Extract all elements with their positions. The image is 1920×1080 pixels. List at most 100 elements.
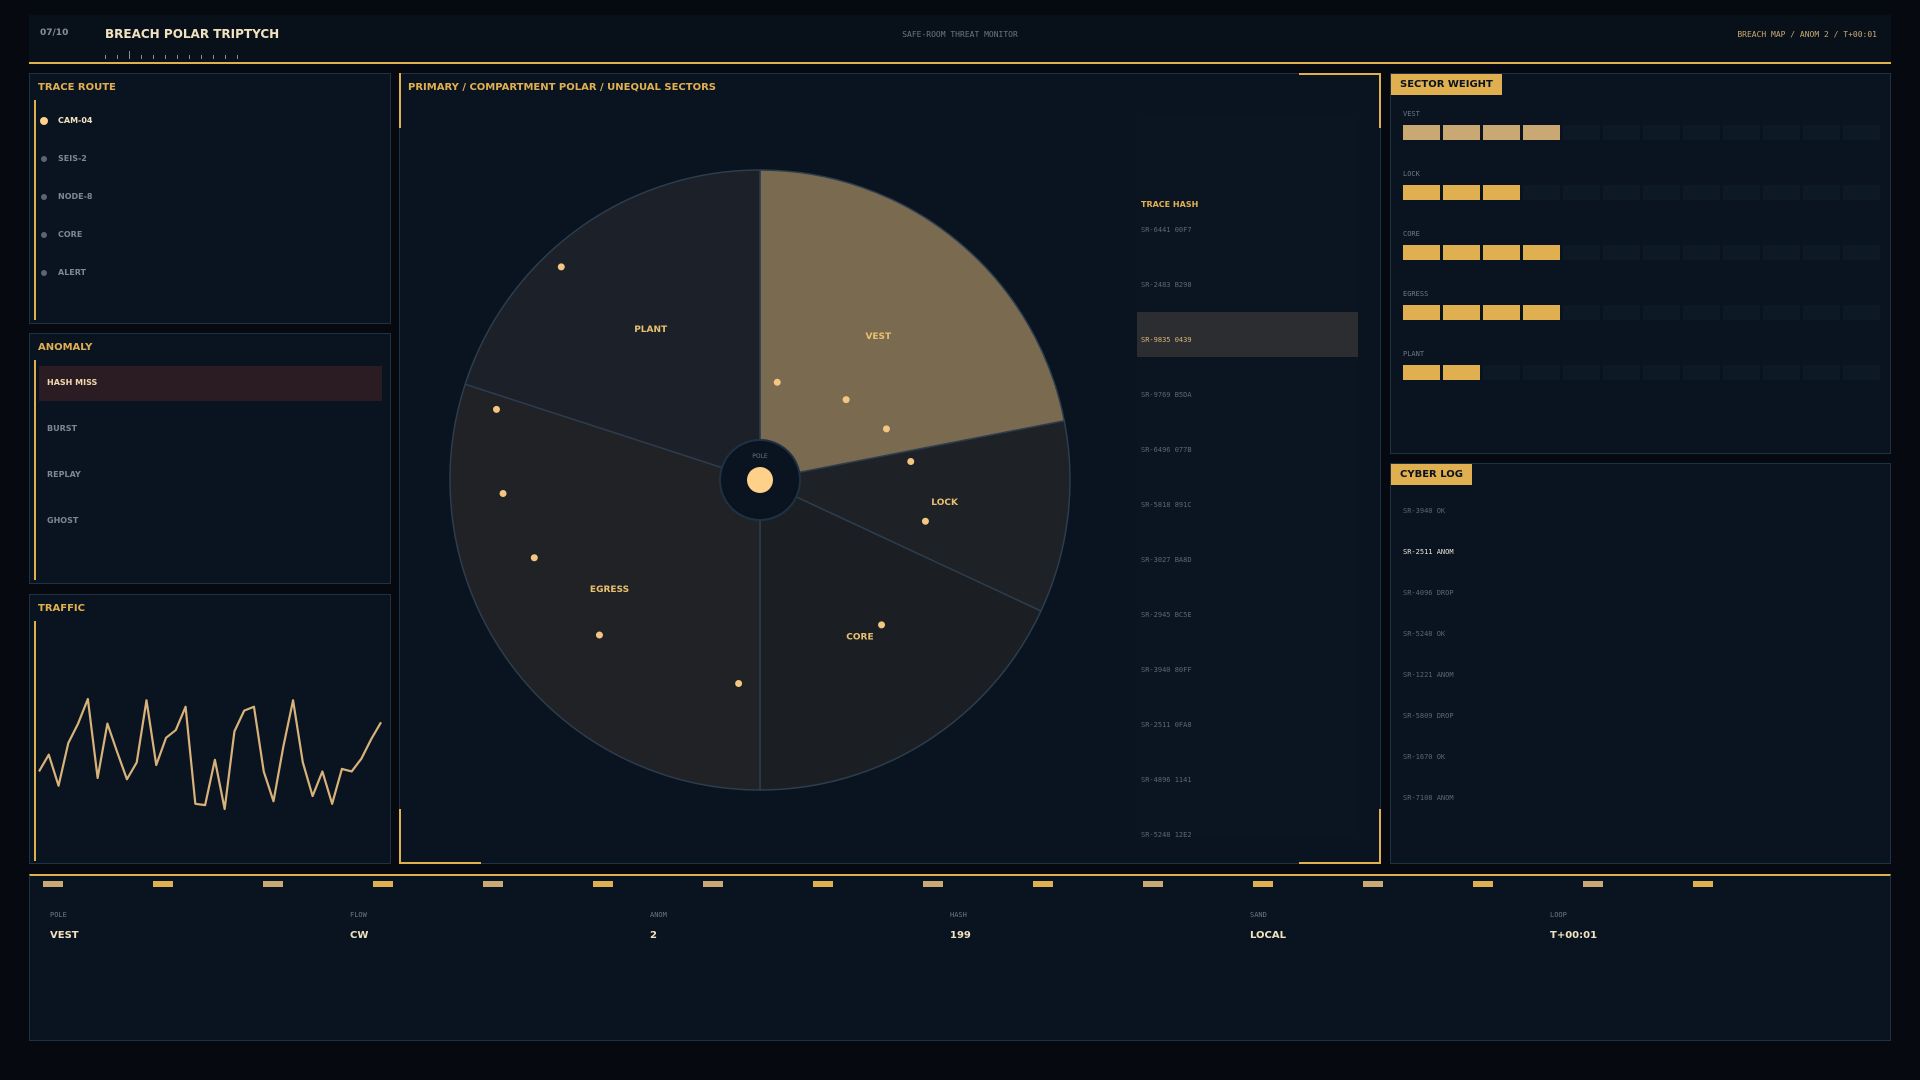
cell xyxy=(1483,185,1520,200)
stat-label: FLOW xyxy=(350,911,367,919)
cell-empty xyxy=(1563,305,1600,320)
cell-empty xyxy=(1603,305,1640,320)
cell-empty xyxy=(1843,305,1880,320)
cell xyxy=(1443,185,1480,200)
cell xyxy=(1483,305,1520,320)
ticker xyxy=(593,881,613,887)
sector-label: CORE xyxy=(846,632,873,642)
highlight-row xyxy=(39,366,382,401)
log-entry: SR-5809 DROP xyxy=(1403,712,1454,720)
panel-title: TRACE ROUTE xyxy=(38,82,116,93)
hash-item: SR-5818 891C xyxy=(1141,501,1192,509)
tick xyxy=(177,55,178,59)
stat-label: SAND xyxy=(1250,911,1267,919)
tick xyxy=(153,55,154,59)
tick xyxy=(165,55,166,59)
hash-item: SR-4896 1141 xyxy=(1141,776,1192,784)
point xyxy=(499,489,507,497)
ticker xyxy=(703,881,723,887)
cell-empty xyxy=(1803,305,1840,320)
list-title: TRACE HASH xyxy=(1141,200,1199,209)
point xyxy=(878,621,886,629)
sector-label: VEST xyxy=(865,332,892,342)
weight-label: LOCK xyxy=(1403,170,1420,178)
tick xyxy=(225,55,226,59)
tick xyxy=(129,51,130,59)
cell-empty xyxy=(1723,245,1760,260)
corner xyxy=(1299,862,1381,864)
corner xyxy=(399,862,481,864)
hash-item: SR-9769 B5DA xyxy=(1141,391,1192,399)
cell-empty xyxy=(1763,125,1800,140)
cell-empty xyxy=(1603,365,1640,380)
anomaly-label: HASH MISS xyxy=(47,378,98,387)
cell-empty xyxy=(1563,245,1600,260)
cell-empty xyxy=(1843,365,1880,380)
header-ticks xyxy=(105,51,295,59)
panel-title: CYBER LOG xyxy=(1391,464,1472,485)
anomaly-label: GHOST xyxy=(47,516,79,525)
cell-empty xyxy=(1683,125,1720,140)
sector-label: LOCK xyxy=(931,498,959,508)
cell xyxy=(1483,125,1520,140)
cell-empty xyxy=(1483,365,1520,380)
route-label: NODE-8 xyxy=(58,192,93,201)
stat-label: HASH xyxy=(950,911,967,919)
point xyxy=(773,378,781,386)
tick xyxy=(213,55,214,59)
sector-label: EGRESS xyxy=(590,585,629,595)
stat-value: T+00:01 xyxy=(1550,930,1598,941)
route-label: CORE xyxy=(58,230,83,239)
log-entry: SR-7108 ANOM xyxy=(1403,794,1454,802)
cell-empty xyxy=(1723,365,1760,380)
title: BREACH POLAR TRIPTYCH xyxy=(105,27,280,41)
ticker xyxy=(153,881,173,887)
ticker xyxy=(1363,881,1383,887)
anomaly-panel: ANOMALY HASH MISS BURST REPLAY GHOST xyxy=(29,333,391,584)
panel-title: PRIMARY / COMPARTMENT POLAR / UNEQUAL SE… xyxy=(408,82,716,93)
weight-label: PLANT xyxy=(1403,350,1425,358)
subtitle: SAFE-ROOM THREAT MONITOR xyxy=(902,30,1018,39)
weight-label: CORE xyxy=(1403,230,1420,238)
cell-empty xyxy=(1803,245,1840,260)
log-entry: SR-3940 OK xyxy=(1403,507,1446,515)
sector xyxy=(449,383,761,791)
cell-empty xyxy=(1643,305,1680,320)
stat-label: ANOM xyxy=(650,911,667,919)
ticker xyxy=(1583,881,1603,887)
traffic-panel: TRAFFIC xyxy=(29,594,391,864)
polar-chart: VEST LOCK CORE EGRESS PLANT POLE xyxy=(449,169,1071,791)
tick xyxy=(105,55,106,59)
corner xyxy=(1299,73,1381,75)
point xyxy=(530,554,538,562)
hash-item: SR-6441 00F7 xyxy=(1141,226,1192,234)
cell-empty xyxy=(1643,365,1680,380)
cell xyxy=(1403,365,1440,380)
point xyxy=(907,457,915,465)
route-label: ALERT xyxy=(58,268,87,277)
cell xyxy=(1523,245,1560,260)
route-label: CAM-04 xyxy=(58,116,93,125)
cell-empty xyxy=(1763,185,1800,200)
stat-label: POLE xyxy=(50,911,67,919)
cell-empty xyxy=(1563,125,1600,140)
header: 07/10 BREACH POLAR TRIPTYCH SAFE-ROOM TH… xyxy=(29,15,1891,64)
hash-item: SR-3940 80FF xyxy=(1141,666,1192,674)
tick xyxy=(201,55,202,59)
cell-empty xyxy=(1803,185,1840,200)
panel-title: TRAFFIC xyxy=(38,603,85,614)
traffic-chart xyxy=(38,697,382,811)
cell-empty xyxy=(1803,365,1840,380)
cell xyxy=(1483,245,1520,260)
route-dot xyxy=(41,194,47,200)
ticker xyxy=(483,881,503,887)
cell-empty xyxy=(1523,365,1560,380)
route-label: SEIS-2 xyxy=(58,154,87,163)
cell-empty xyxy=(1563,365,1600,380)
cell-empty xyxy=(1683,185,1720,200)
log-entry: SR-1670 OK xyxy=(1403,753,1446,761)
cell-empty xyxy=(1763,245,1800,260)
breadcrumb: BREACH MAP / ANOM 2 / T+00:01 xyxy=(1737,30,1877,39)
cell-empty xyxy=(1643,125,1680,140)
